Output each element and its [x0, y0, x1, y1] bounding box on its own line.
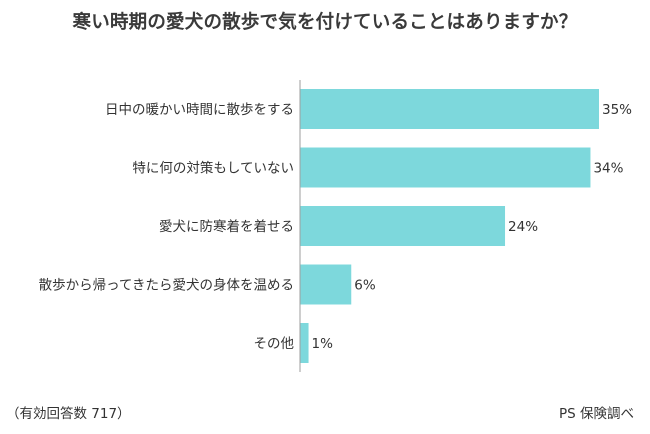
value-label: 35% — [602, 102, 632, 118]
category-label: その他 — [254, 336, 295, 352]
bar — [300, 89, 599, 129]
value-label: 24% — [508, 219, 538, 235]
bar — [300, 206, 506, 246]
chart-title: 寒い時期の愛犬の散歩で気を付けていることはありますか？ — [72, 12, 578, 33]
bar — [300, 147, 591, 188]
bar — [300, 323, 309, 363]
value-label: 1% — [312, 336, 334, 352]
category-label: 特に何の対策もしていない — [132, 160, 294, 177]
value-label: 34% — [593, 161, 623, 177]
category-label: 散歩から帰ってきたら愛犬の身体を温める — [39, 277, 294, 294]
source-note: PS 保険調べ — [558, 406, 634, 422]
category-label: 日中の暖かい時間に散歩をする — [105, 102, 294, 118]
category-label: 愛犬に防寒着を着せる — [159, 218, 294, 235]
sample-size-note: （有効回答数 717） — [6, 406, 131, 422]
bar — [300, 264, 352, 305]
value-label: 6% — [354, 278, 376, 294]
